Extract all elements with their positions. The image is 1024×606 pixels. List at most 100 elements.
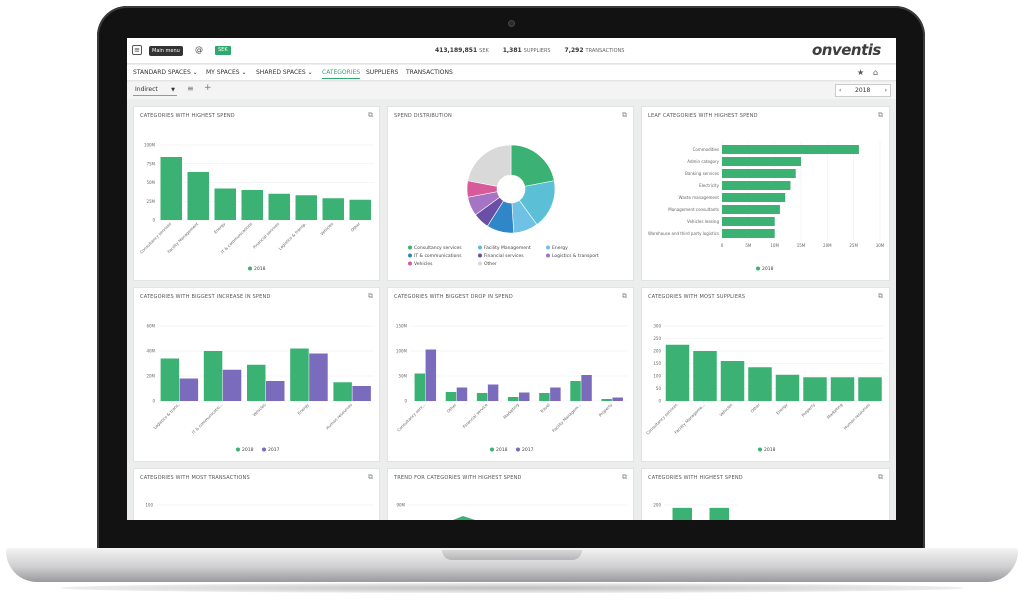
x-tick-label: Human resources: [843, 402, 871, 430]
expand-icon[interactable]: ⧉: [622, 473, 627, 481]
x-tick-label: Consultancy serv...: [396, 402, 426, 432]
bar: [672, 507, 692, 520]
legend-label: 2017: [268, 447, 280, 453]
y-tick-label: 20M: [146, 374, 155, 379]
expand-icon[interactable]: ⧉: [878, 292, 883, 300]
y-tick-label: Admin category: [687, 159, 719, 164]
year-selector: ‹ 2018 ›: [835, 84, 891, 97]
x-tick-label: Travel: [538, 402, 551, 415]
home-icon[interactable]: ⌂: [873, 68, 879, 77]
bar: [203, 351, 223, 401]
x-tick-label: 15M: [797, 243, 806, 248]
x-tick-label: Energy: [296, 402, 310, 416]
bar: [187, 172, 209, 220]
main-menu-tooltip: Main menu: [149, 46, 183, 56]
pie-slice: [510, 144, 555, 187]
y-tick-label: 0: [404, 399, 407, 404]
nav-suppliers[interactable]: SUPPLIERS: [366, 69, 399, 76]
x-tick-label: 25M: [849, 243, 858, 248]
category-type-select[interactable]: Indirect ▼: [133, 84, 177, 96]
bar: [476, 393, 488, 401]
nav-shared-spaces[interactable]: SHARED SPACES ⌄: [256, 69, 313, 76]
expand-icon[interactable]: ⧉: [368, 473, 373, 481]
expand-icon[interactable]: ⧉: [368, 292, 373, 300]
nav-standard-spaces[interactable]: STANDARD SPACES ⌄: [133, 69, 198, 76]
kpi-transactions-value: 7,292: [564, 47, 584, 54]
bar: [539, 393, 550, 401]
y-tick-label: 90M: [396, 503, 405, 508]
bar: [333, 382, 352, 401]
x-tick-label: Energy: [213, 221, 227, 235]
hamburger-icon[interactable]: ≡: [132, 45, 142, 55]
card-title: LEAF CATEGORIES WITH HIGHEST SPEND: [648, 113, 758, 119]
y-tick-label: 250: [653, 336, 661, 341]
filter-icon[interactable]: ≡: [187, 84, 194, 93]
expand-icon[interactable]: ⧉: [368, 111, 373, 119]
bar: [722, 217, 775, 226]
card-title: CATEGORIES WITH BIGGEST DROP IN SPEND: [394, 294, 513, 300]
bar: [830, 377, 855, 401]
bar: [601, 399, 612, 401]
kpi-suppliers-label: SUPPLIERS: [523, 48, 551, 54]
star-icon[interactable]: ★: [857, 68, 865, 77]
bar: [295, 195, 317, 220]
legend-dot: [516, 447, 520, 452]
legend-label: 2017: [522, 447, 534, 453]
x-tick-label: Facility Managem...: [551, 402, 582, 433]
expand-icon[interactable]: ⧉: [878, 111, 883, 119]
expand-icon[interactable]: ⧉: [878, 473, 883, 481]
bar: [349, 199, 371, 220]
legend-label: Logistics & transport: [552, 253, 599, 259]
legend-label: Consultancy services: [414, 245, 462, 251]
kpi-transactions-label: TRANSACTIONS: [585, 48, 625, 54]
legend-label: Other: [484, 261, 497, 267]
x-tick-label: IT & communications: [220, 221, 253, 254]
legend-dot: [408, 245, 412, 250]
x-tick-label: Logistics & trans.: [152, 402, 180, 430]
bar: [487, 384, 499, 401]
chevron-right-icon[interactable]: ›: [884, 87, 887, 94]
card-title: SPEND DISTRIBUTION: [394, 113, 452, 119]
nav-my-spaces[interactable]: MY SPACES ⌄: [206, 69, 247, 76]
legend-dot: [478, 253, 482, 258]
card-spend-distribution: SPEND DISTRIBUTION ⧉ Consultancy service…: [387, 106, 634, 281]
expand-icon[interactable]: ⧉: [622, 292, 627, 300]
chevron-left-icon[interactable]: ‹: [839, 87, 842, 94]
kpi-suppliers-value: 1,381: [502, 47, 522, 54]
y-tick-label: 0: [658, 399, 661, 404]
onventis-logo: onventis: [812, 41, 881, 59]
y-tick-label: Warehouse and third party logistics: [648, 231, 719, 236]
card-trend-highest-spend: TREND FOR CATEGORIES WITH HIGHEST SPEND …: [387, 468, 634, 520]
x-tick-label: Facility Manageme...: [673, 402, 706, 435]
card-title: CATEGORIES WITH HIGHEST SPEND: [648, 475, 743, 481]
legend-dot: [236, 447, 240, 452]
x-tick-label: Other: [350, 221, 362, 233]
card-title: CATEGORIES WITH BIGGEST INCREASE IN SPEN…: [140, 294, 271, 300]
legend-label: 2018: [496, 447, 508, 453]
expand-icon[interactable]: ⧉: [622, 111, 627, 119]
x-tick-label: Property: [598, 402, 614, 418]
chevron-down-icon: ▼: [171, 87, 175, 93]
app-screen: ≡ Main menu @ SEK 413,189,851 SEK 1,381 SU…: [127, 38, 896, 520]
y-tick-label: 50: [656, 386, 662, 391]
card-biggest-drop: CATEGORIES WITH BIGGEST DROP IN SPEND ⧉ …: [387, 287, 634, 462]
bar: [722, 193, 786, 202]
y-tick-label: 300: [653, 324, 661, 329]
legend-dot: [248, 266, 252, 271]
x-tick-label: 5M: [745, 243, 752, 248]
at-icon[interactable]: @: [195, 45, 203, 54]
plus-icon[interactable]: +: [204, 83, 212, 93]
nav-transactions[interactable]: TRANSACTIONS: [406, 69, 453, 76]
trend-area: [453, 516, 475, 520]
nav-categories[interactable]: CATEGORIES: [322, 69, 361, 79]
legend-dot: [490, 447, 494, 452]
y-tick-label: 75M: [146, 161, 155, 166]
bar: [160, 358, 180, 401]
currency-badge[interactable]: SEK: [215, 46, 231, 55]
top-bar: ≡ Main menu @ SEK 413,189,851 SEK 1,381 SU…: [127, 38, 896, 64]
card-title: CATEGORIES WITH MOST SUPPLIERS: [648, 294, 746, 300]
bar: [722, 169, 796, 178]
x-tick-label: 10M: [770, 243, 779, 248]
